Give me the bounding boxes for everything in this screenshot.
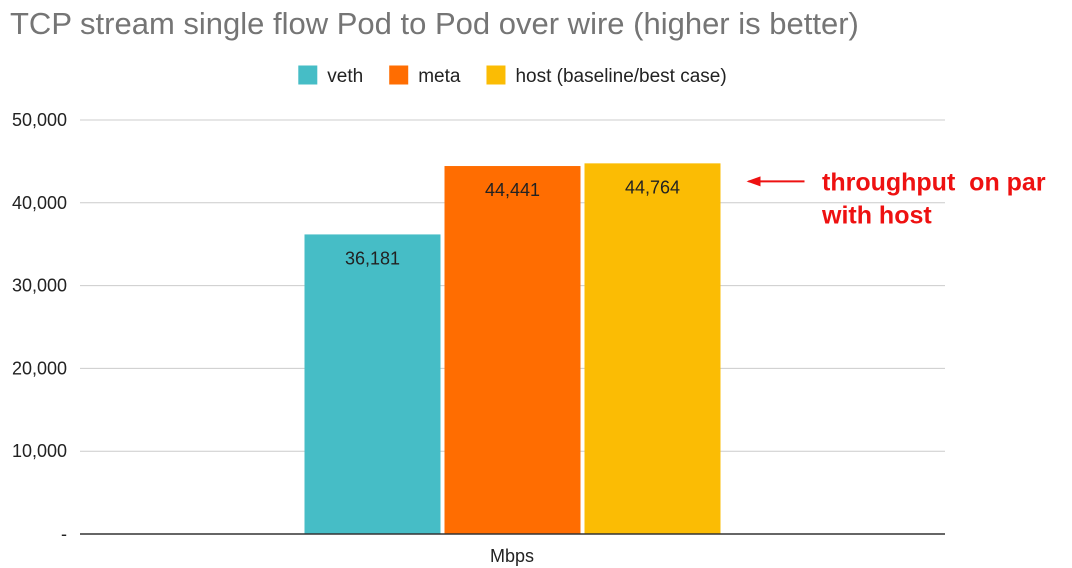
legend-swatch — [486, 65, 506, 85]
data-label: 44,764 — [625, 177, 680, 197]
y-tick-label: 50,000 — [12, 110, 67, 130]
y-tick-label: 20,000 — [12, 358, 67, 378]
data-label: 44,441 — [485, 180, 540, 200]
legend-label: meta — [418, 66, 461, 87]
bar-veth — [304, 234, 441, 534]
y-tick-label: 30,000 — [12, 276, 67, 296]
chart-title: TCP stream single flow Pod to Pod over w… — [10, 6, 859, 41]
annotation-text: with host — [821, 201, 932, 229]
data-label: 36,181 — [345, 248, 400, 268]
legend-label: host (baseline/best case) — [515, 66, 726, 87]
bar-host — [584, 163, 721, 535]
y-tick-label: - — [61, 524, 67, 544]
legend: veth meta host (baseline/best case) — [298, 65, 727, 87]
bar-meta — [444, 166, 581, 535]
legend-swatch — [298, 65, 318, 85]
y-tick-label: 40,000 — [12, 193, 67, 213]
legend-swatch — [389, 65, 409, 85]
bars: 36,181 44,441 44,764 — [304, 163, 721, 535]
annotation-text: throughput on par — [822, 168, 1046, 196]
legend-label: veth — [327, 66, 363, 87]
annotation-arrow-head — [746, 176, 761, 187]
y-axis-ticks: - 10,000 20,000 30,000 40,000 50,000 — [12, 110, 67, 544]
y-tick-label: 10,000 — [12, 441, 67, 461]
x-axis-label: Mbps — [490, 546, 534, 566]
annotation: throughput on par with host — [746, 168, 1046, 229]
